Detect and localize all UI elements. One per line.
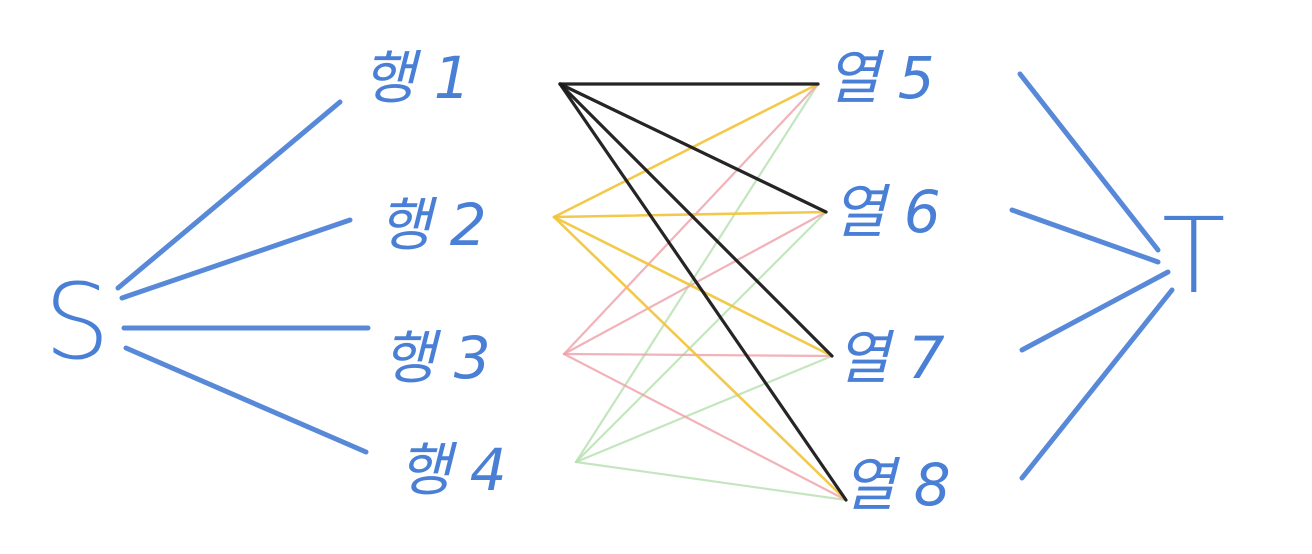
column-label-7: 열 7: [836, 324, 945, 392]
row-label-3: 행 3: [382, 324, 491, 392]
column-to-sink-edges: [1009, 71, 1175, 481]
row-to-column-edges: [552, 82, 848, 502]
source-to-row-edges: [115, 99, 371, 455]
column-label-8: 열 8: [842, 451, 951, 519]
edge-r2-c5: [552, 82, 820, 219]
edge-r4-c5: [574, 82, 820, 464]
row-label-2: 행 2: [378, 191, 487, 259]
row-label-4: 행 4: [398, 436, 507, 504]
edge-col7-t: [1019, 269, 1171, 353]
source-node-label: S: [44, 261, 110, 383]
edge-s-row1: [115, 99, 343, 291]
edge-col5-t: [1017, 71, 1161, 253]
edge-col6-t: [1009, 207, 1161, 265]
column-label-6: 열 6: [832, 178, 941, 246]
column-label-5: 열 5: [826, 44, 935, 112]
row-label-1: 행 1: [362, 44, 471, 112]
row-labels: 행 1 행 2 행 3 행 4: [362, 44, 507, 504]
edge-s-row2: [119, 217, 353, 301]
edge-r1-c6: [558, 82, 828, 214]
edge-r3-c5: [562, 82, 820, 356]
edge-r4-c7: [574, 354, 834, 464]
edge-r1-c7: [558, 82, 834, 358]
edge-r2-c8: [552, 215, 848, 502]
sink-node-label: T: [1162, 195, 1226, 317]
edge-col8-t: [1019, 287, 1175, 481]
edge-r4-c8: [574, 460, 848, 502]
edge-r2-c7: [552, 215, 834, 358]
edge-s-row4: [123, 345, 369, 455]
column-labels: 열 5 열 6 열 7 열 8: [826, 44, 951, 519]
edge-r3-c8: [562, 352, 848, 502]
edge-r4-c6: [574, 210, 828, 464]
edge-r1-c8: [558, 82, 848, 502]
